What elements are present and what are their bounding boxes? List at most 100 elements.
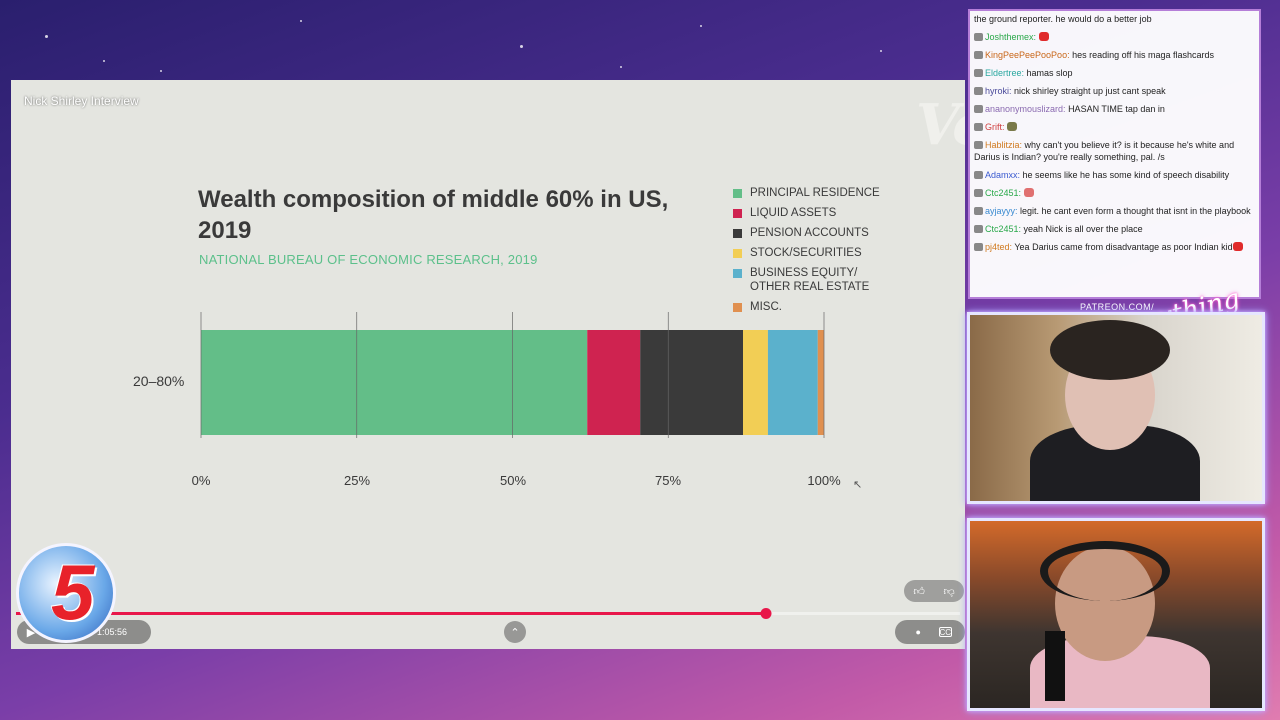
x-tick-label: 100% <box>807 473 841 488</box>
legend-swatch <box>733 269 742 278</box>
video-title: Nick Shirley Interview <box>24 94 139 108</box>
chat-text: he seems like he has some kind of speech… <box>1022 170 1230 180</box>
legend-label: BUSINESS EQUITY/ OTHER REAL ESTATE <box>750 267 870 293</box>
chat-text: why can't you believe it? is it because … <box>974 140 1235 162</box>
badge-icon <box>974 141 983 149</box>
badge-icon <box>974 51 983 59</box>
legend-swatch <box>733 209 742 218</box>
legend-swatch <box>733 189 742 198</box>
legend-item: LIQUID ASSETS <box>733 206 890 220</box>
badge-number: 5 <box>51 548 95 636</box>
chat-panel: the ground reporter. he would do a bette… <box>968 9 1261 299</box>
right-controls: ● CC <box>895 620 965 644</box>
chat-username[interactable]: KingPeePeePooPoo: <box>985 50 1073 60</box>
video-player[interactable]: Nick Shirley Interview Vox Wealth compos… <box>11 80 965 649</box>
badge-icon <box>974 33 983 41</box>
captions-icon[interactable]: CC <box>938 627 952 637</box>
bar-segment <box>640 330 744 435</box>
emote-icon <box>1232 242 1243 251</box>
chat-text: legit. he cant even form a thought that … <box>1020 206 1251 216</box>
legend-label: MISC. <box>750 301 782 313</box>
badge-icon <box>974 87 983 95</box>
legend-item: BUSINESS EQUITY/ OTHER REAL ESTATE <box>733 266 890 294</box>
legend-item: STOCK/SECURITIES <box>733 246 890 260</box>
legend-label: LIQUID ASSETS <box>750 207 837 219</box>
chat-username[interactable]: Hablitzia: <box>985 140 1025 150</box>
row-label: 20–80% <box>133 373 185 389</box>
legend-swatch <box>733 249 742 258</box>
chat-message: Joshthemex: <box>974 31 1255 43</box>
play-icon[interactable]: ▶ <box>26 626 36 639</box>
chat-username[interactable]: ananonymouslizard: <box>985 104 1069 114</box>
rating-buttons[interactable]: 👍︎ 👎︎ <box>904 580 964 602</box>
badge-icon <box>974 189 983 197</box>
chat-username[interactable]: Adamxx: <box>985 170 1023 180</box>
badge-icon <box>974 105 983 113</box>
legend-label: PENSION ACCOUNTS <box>750 227 869 239</box>
chat-message: Adamxx: he seems like he has some kind o… <box>974 169 1255 181</box>
legend-label: STOCK/SECURITIES <box>750 247 862 259</box>
x-tick-label: 75% <box>654 473 682 488</box>
chat-message: pj4ted: Yea Darius came from disadvantag… <box>974 241 1255 253</box>
progress-bar[interactable] <box>16 608 960 619</box>
autoplay-toggle-icon[interactable]: ● <box>915 627 921 637</box>
chat-username[interactable]: Grift: <box>985 122 1007 132</box>
badge-icon <box>974 171 983 179</box>
chart-legend: PRINCIPAL RESIDENCE LIQUID ASSETS PENSIO… <box>733 186 890 320</box>
chat-message: Grift: <box>974 121 1255 133</box>
emote-icon <box>1023 188 1034 197</box>
legend-item: MISC. <box>733 300 890 314</box>
emote-icon <box>1007 122 1017 131</box>
badge-icon <box>974 243 983 251</box>
bar-segment <box>201 330 588 435</box>
chat-username[interactable]: pj4ted: <box>985 242 1015 252</box>
progress-scrubber[interactable] <box>760 608 772 619</box>
chat-username[interactable]: Ctc2451: <box>985 224 1024 234</box>
bar-segment <box>587 330 641 435</box>
chat-username[interactable]: hyroki: <box>985 86 1015 96</box>
legend-swatch <box>733 303 742 312</box>
chat-text: HASAN TIME tap dan in <box>1068 104 1165 114</box>
thumbs-down-icon[interactable]: 👎︎ <box>943 585 955 598</box>
chat-text: the ground reporter. he would do a bette… <box>974 14 1152 24</box>
chat-message: Ctc2451: <box>974 187 1255 199</box>
chat-message: Hablitzia: why can't you believe it? is … <box>974 139 1255 163</box>
bar-segment <box>817 330 824 435</box>
chevron-up-icon[interactable]: ⌃ <box>504 621 526 643</box>
x-tick-label: 25% <box>343 473 371 488</box>
chat-username[interactable]: ayjayyy: <box>985 206 1021 216</box>
channel-badge: 5 <box>16 543 116 643</box>
legend-item: PENSION ACCOUNTS <box>733 226 890 240</box>
patreon-label: PATREON.COM/ <box>1080 302 1155 312</box>
stacked-bar-chart <box>200 312 825 438</box>
chat-text: hes reading off his maga flashcards <box>1072 50 1214 60</box>
chat-username[interactable]: Ctc2451: <box>985 188 1024 198</box>
chat-message: Eldertree: hamas slop <box>974 67 1255 79</box>
x-tick-label: 0% <box>191 473 211 488</box>
chat-text: nick shirley straight up just cant speak <box>1014 86 1166 96</box>
chart-subtitle: NATIONAL BUREAU OF ECONOMIC RESEARCH, 20… <box>199 252 538 267</box>
vox-watermark: Vox <box>916 92 965 158</box>
badge-icon <box>974 123 983 131</box>
thumbs-up-icon[interactable]: 👍︎ <box>913 585 925 598</box>
bar-segment <box>743 330 768 435</box>
badge-icon <box>974 69 983 77</box>
badge-icon <box>974 225 983 233</box>
emote-icon <box>1038 32 1049 41</box>
progress-fill <box>16 612 767 615</box>
webcam-streamer-2 <box>967 518 1265 711</box>
chat-message: ayjayyy: legit. he cant even form a thou… <box>974 205 1255 217</box>
chat-message: hyroki: nick shirley straight up just ca… <box>974 85 1255 97</box>
chat-message: KingPeePeePooPoo: hes reading off his ma… <box>974 49 1255 61</box>
x-tick-label: 50% <box>499 473 527 488</box>
webcam-streamer-1 <box>967 312 1265 504</box>
legend-label: PRINCIPAL RESIDENCE <box>750 187 880 199</box>
chat-message: ananonymouslizard: HASAN TIME tap dan in <box>974 103 1255 115</box>
chat-message: the ground reporter. he would do a bette… <box>974 13 1255 25</box>
badge-icon <box>974 207 983 215</box>
chat-message: Ctc2451: yeah Nick is all over the place <box>974 223 1255 235</box>
chat-username[interactable]: Joshthemex: <box>985 32 1039 42</box>
legend-item: PRINCIPAL RESIDENCE <box>733 186 890 200</box>
chat-username[interactable]: Eldertree: <box>985 68 1027 78</box>
legend-swatch <box>733 229 742 238</box>
